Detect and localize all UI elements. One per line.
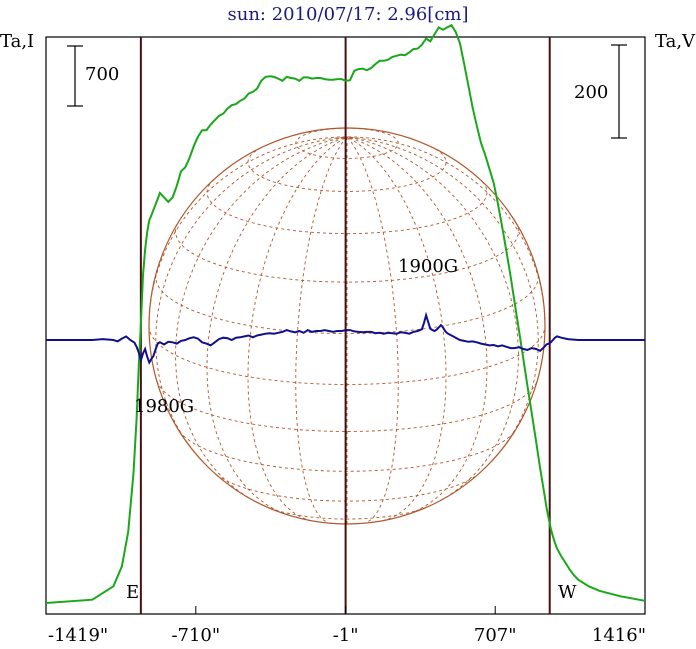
disk-longitude-line [346,136,488,517]
solar-disk-grid [148,127,546,525]
x-tick-label: -710" [171,625,220,646]
disk-longitude-line [346,136,399,524]
series-line-stokes-i [45,23,646,604]
left-axis-label: Ta,I [0,31,34,52]
series-line-stokes-v [46,311,645,365]
x-tick-label: -1419" [48,625,108,646]
disk-latitude-line [178,430,516,472]
disk-longitude-line [346,136,539,458]
x-axis-ticks: -1419" -710" -1" 707" 1416" [45,606,646,646]
disk-longitude-line [295,136,348,524]
x-tick-label: -1" [333,625,359,646]
annotation-1900g: 1900G [398,256,458,277]
disk-longitude-line [346,136,447,522]
disk-longitude-line [155,136,348,458]
disk-longitude-line [175,136,348,501]
limb-label-west: W [558,582,577,603]
disk-longitude-line [206,136,348,517]
disk-longitude-line [247,136,348,522]
chart-title: sun: 2010/07/17: 2.96[cm] [227,4,468,25]
disk-latitude-line [247,147,447,192]
left-scale-bar: 700 [67,45,119,107]
disk-latitude-line [156,380,538,432]
disk-longitude-line [148,136,348,327]
disk-latitude-line [263,505,431,520]
disk-latitude-line [216,474,478,502]
right-axis-label: Ta,V [655,31,696,52]
disk-longitude-line [346,136,546,327]
x-tick-label: 707" [474,625,517,646]
annotation-1980g: 1980G [134,396,194,417]
limb-marker-lines [139,37,551,614]
x-tick-label: 1416" [592,625,646,646]
disk-longitude-line [346,136,519,501]
left-scale-bar-label: 700 [85,64,119,85]
right-scale-bar-label: 200 [574,82,608,103]
limb-label-east: E [126,582,139,603]
right-scale-bar: 200 [574,44,627,139]
